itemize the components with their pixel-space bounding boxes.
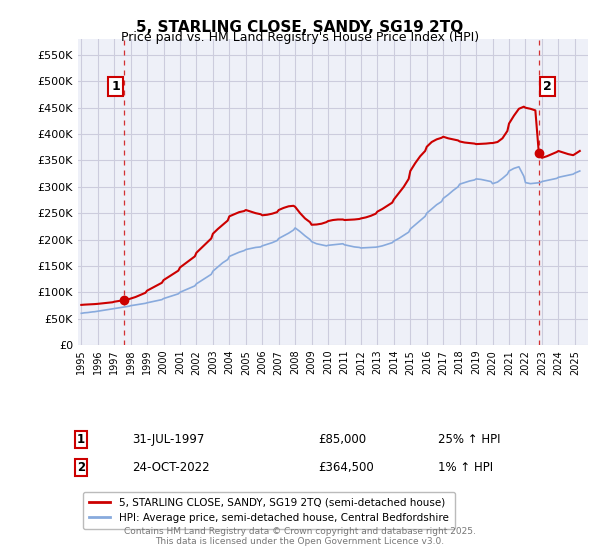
Legend: 5, STARLING CLOSE, SANDY, SG19 2TQ (semi-detached house), HPI: Average price, se: 5, STARLING CLOSE, SANDY, SG19 2TQ (semi… bbox=[83, 492, 455, 529]
Text: 2: 2 bbox=[542, 80, 551, 93]
Text: £364,500: £364,500 bbox=[318, 461, 374, 474]
Text: Contains HM Land Registry data © Crown copyright and database right 2025.
This d: Contains HM Land Registry data © Crown c… bbox=[124, 526, 476, 546]
Text: 1: 1 bbox=[77, 433, 85, 446]
Text: 1% ↑ HPI: 1% ↑ HPI bbox=[438, 461, 493, 474]
Text: 5, STARLING CLOSE, SANDY, SG19 2TQ: 5, STARLING CLOSE, SANDY, SG19 2TQ bbox=[136, 20, 464, 35]
Text: 1: 1 bbox=[111, 80, 120, 93]
Text: £85,000: £85,000 bbox=[318, 433, 366, 446]
Text: 2: 2 bbox=[77, 461, 85, 474]
Text: 24-OCT-2022: 24-OCT-2022 bbox=[132, 461, 209, 474]
Text: 25% ↑ HPI: 25% ↑ HPI bbox=[438, 433, 500, 446]
Text: Price paid vs. HM Land Registry's House Price Index (HPI): Price paid vs. HM Land Registry's House … bbox=[121, 31, 479, 44]
Text: 31-JUL-1997: 31-JUL-1997 bbox=[132, 433, 205, 446]
